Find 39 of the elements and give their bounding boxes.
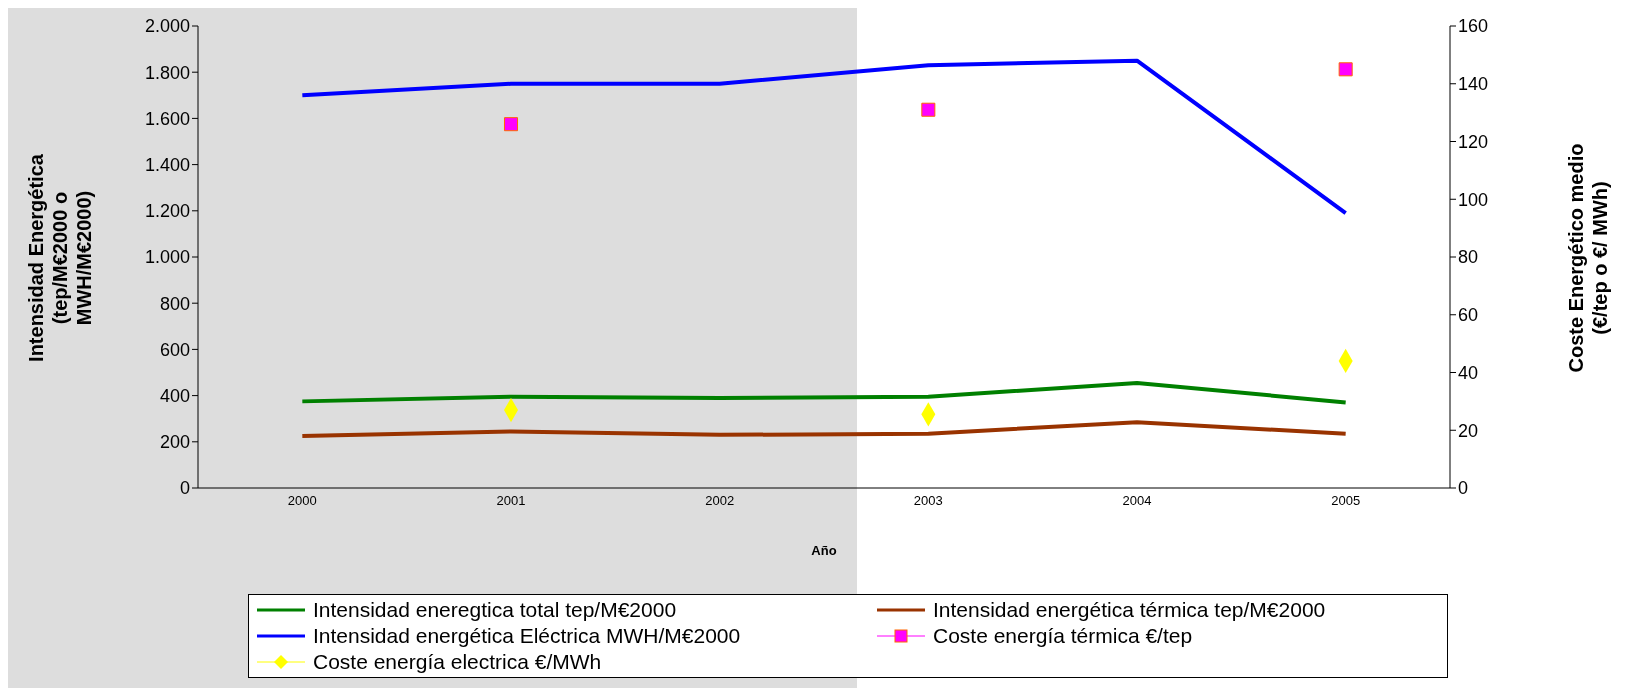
y2-tick-label: 100 <box>1458 189 1489 210</box>
legend-label: Intensidad eneregtica total tep/M€2000 <box>313 598 677 622</box>
y2-tick-label: 0 <box>1458 478 1469 499</box>
y-tick-label: 1.800 <box>144 62 190 83</box>
x-tick-label: 2003 <box>913 493 943 509</box>
point <box>921 102 936 117</box>
y2-tick-label: 80 <box>1458 247 1479 268</box>
point <box>1338 62 1353 77</box>
x-tick-label: 2001 <box>496 493 526 509</box>
y2-tick-label: 60 <box>1458 305 1479 326</box>
y2-axis-title: Coste Energético medio (€/tep o €/ MWh) <box>1564 142 1612 375</box>
x-tick-label: 2005 <box>1331 493 1361 509</box>
legend-label: Intensidad energética térmica tep/M€2000 <box>933 598 1326 622</box>
y-tick-label: 1.200 <box>144 201 190 222</box>
y-axis-title: Intensidad Energética (tep/M€2000 o MWH/M€2000) <box>24 153 96 364</box>
line-series <box>300 420 1348 439</box>
y-tick-label: 2.000 <box>144 16 190 37</box>
x-tick-label: 2004 <box>1122 493 1152 509</box>
y2-tick-label: 40 <box>1458 362 1479 383</box>
y-tick-label: 600 <box>159 339 190 360</box>
y2-tick-label: 20 <box>1458 420 1479 441</box>
x-tick-label: 2002 <box>705 493 735 509</box>
y-tick-label: 1.000 <box>144 247 190 268</box>
y-tick-label: 1.400 <box>144 154 190 175</box>
y2-tick-label: 120 <box>1458 131 1489 152</box>
legend-label: Coste energía térmica €/tep <box>933 624 1193 648</box>
x-axis-title: Año <box>810 543 838 558</box>
y2-tick-label: 140 <box>1458 74 1489 95</box>
legend-label: Intensidad energética Eléctrica MWH/M€2000 <box>313 624 741 648</box>
x-tick-label: 2000 <box>287 493 317 509</box>
y2-tick-label: 160 <box>1458 16 1489 37</box>
y-tick-label: 400 <box>159 385 190 406</box>
line-series <box>300 58 1348 216</box>
y-tick-label: 800 <box>159 293 190 314</box>
legend-label: Coste energía electrica €/MWh <box>313 650 602 674</box>
y-tick-label: 1.600 <box>144 108 190 129</box>
y-tick-label: 200 <box>159 432 190 453</box>
y-tick-label: 0 <box>179 478 190 499</box>
point <box>503 117 519 132</box>
